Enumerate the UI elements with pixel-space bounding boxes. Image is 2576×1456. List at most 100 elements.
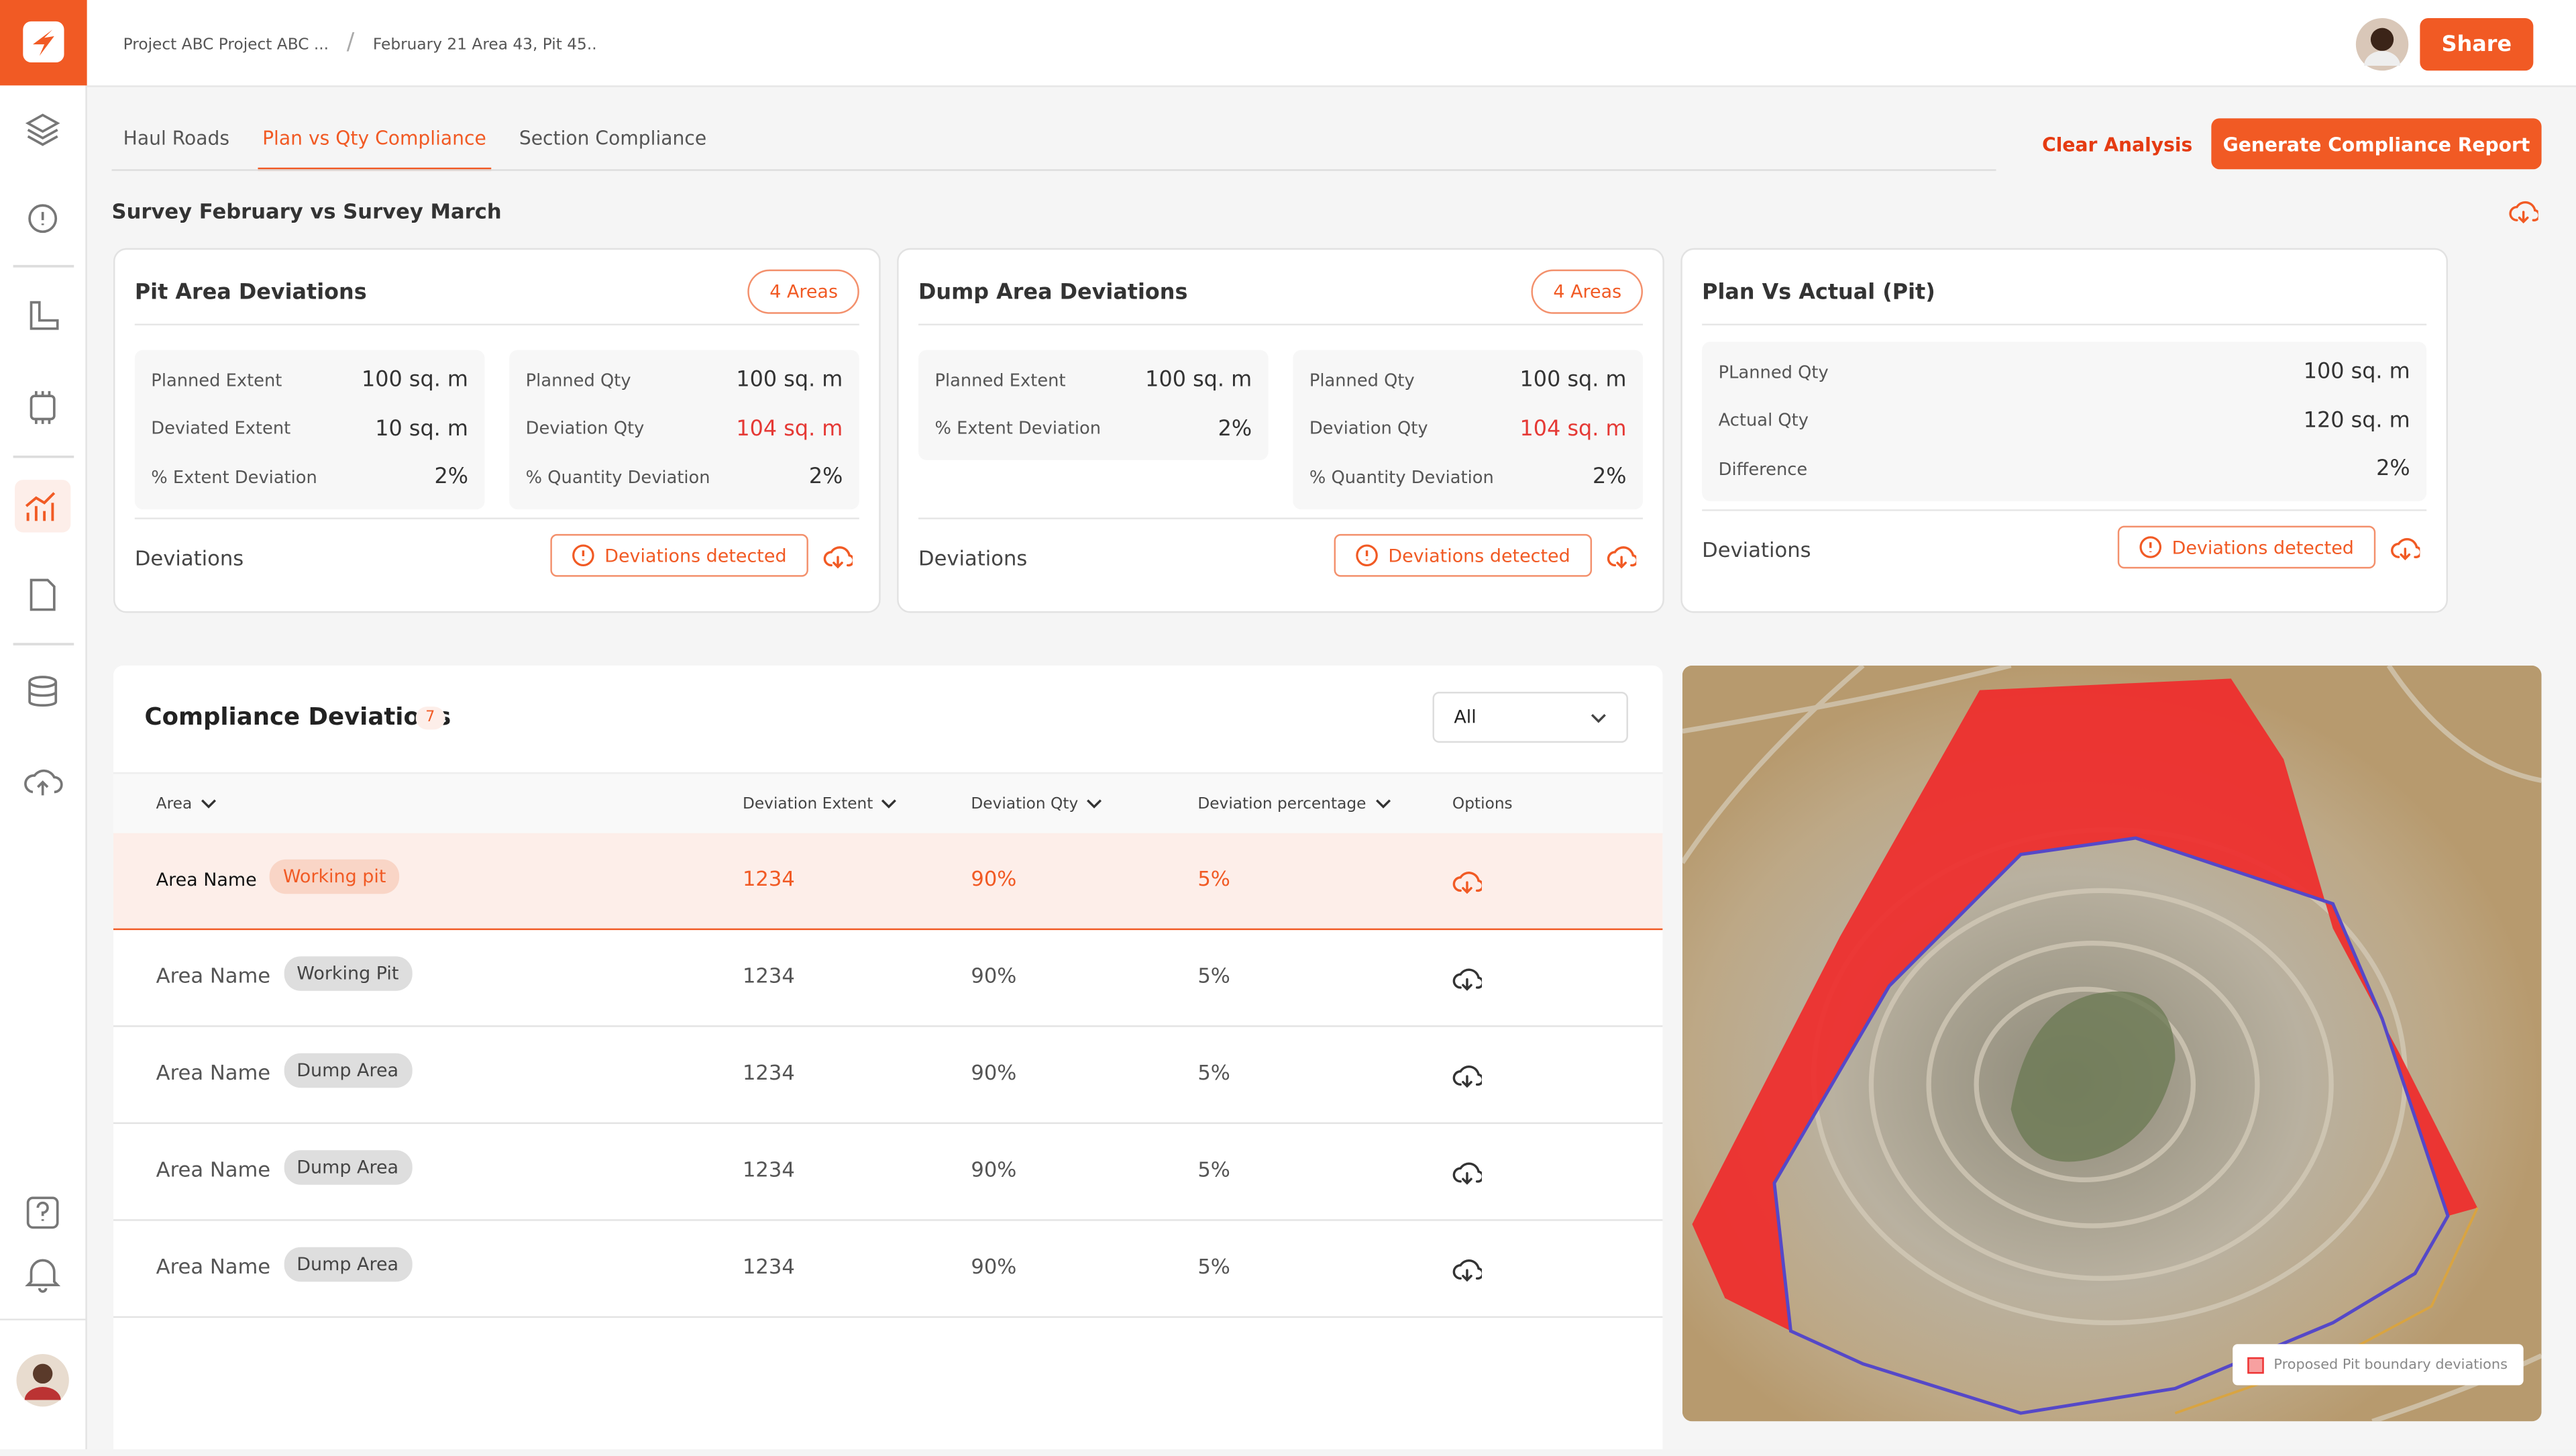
metric-row: % Extent Deviation 2% <box>151 454 468 502</box>
metric-label: Planned Qty <box>1309 370 1415 391</box>
footer-label: Deviations <box>134 545 244 570</box>
nav-active[interactable] <box>15 480 71 533</box>
area-name: Area Name <box>156 1059 271 1085</box>
metric-row: Deviation Qty 104 sq. m <box>526 405 843 454</box>
cloud-icon <box>1452 1162 1485 1185</box>
metric-row: % Quantity Deviation 2% <box>1309 454 1627 502</box>
status-text: Deviations detected <box>1388 544 1570 566</box>
cell: 5% <box>1197 1253 1230 1279</box>
warn-icon <box>572 544 594 567</box>
status-button[interactable]: Deviations detected <box>2117 525 2375 569</box>
filter-value: All <box>1454 707 1477 728</box>
area-name: Area Name <box>156 1253 271 1279</box>
column-label: Deviation Extent <box>742 795 873 814</box>
tab[interactable]: Haul Roads <box>123 126 230 150</box>
divider <box>134 517 859 519</box>
metric-label: Deviation Qty <box>1309 419 1428 439</box>
share-button[interactable]: Share <box>2420 17 2534 71</box>
status-button[interactable]: Deviations detected <box>1334 533 1592 577</box>
metric-row: Deviated Extent 10 sq. m <box>151 405 468 454</box>
summary-card: Pit Area Deviations 4 Areas Planned Extent… <box>113 248 881 613</box>
download-icon[interactable] <box>1452 1257 1485 1288</box>
cloud-icon <box>2509 201 2540 224</box>
area-badge[interactable]: 4 Areas <box>748 269 859 314</box>
area-tag: Dump Area <box>283 1053 412 1088</box>
avatar[interactable] <box>2354 16 2410 72</box>
breadcrumb[interactable]: Project ABC Project ABC ... <box>123 36 329 54</box>
tab[interactable]: Section Compliance <box>519 126 707 150</box>
metric-row: PLanned Qty 100 sq. m <box>1719 348 2410 397</box>
download-icon[interactable] <box>2509 199 2540 230</box>
tab[interactable]: Plan vs Qty Compliance <box>262 126 486 150</box>
area-badge[interactable]: 4 Areas <box>1532 269 1643 314</box>
divider <box>918 323 1643 325</box>
metric-row: Deviation Qty 104 sq. m <box>1309 405 1627 454</box>
cell: 1234 <box>742 866 795 891</box>
map[interactable]: Proposed Pit boundary deviations <box>1682 665 2542 1422</box>
footer-label: Deviations <box>918 545 1028 570</box>
metric-value: 100 sq. m <box>1519 368 1627 393</box>
download-icon[interactable] <box>1452 966 1485 998</box>
status-text: Deviations detected <box>2171 536 2354 558</box>
metric-row: Planned Extent 100 sq. m <box>151 356 468 405</box>
cell: 90% <box>971 1157 1017 1182</box>
nav-active-icon <box>25 492 56 521</box>
cell: 5% <box>1197 1157 1230 1182</box>
download-icon[interactable] <box>1452 870 1485 901</box>
table-row[interactable]: Area Name Dump Area 1234 90% 5% <box>113 1027 1663 1125</box>
metric-label: Planned Qty <box>525 370 631 391</box>
warn-icon <box>2139 536 2162 558</box>
breadcrumb[interactable]: February 21 Area 43, Pit 45.. <box>372 36 597 54</box>
nav-icons[interactable] <box>13 113 74 1293</box>
table-header <box>113 772 1663 835</box>
metric-value: 2% <box>808 465 843 490</box>
metric-row: % Quantity Deviation 2% <box>526 454 843 502</box>
cell: 90% <box>971 866 1017 891</box>
column-header[interactable]: Area <box>156 795 217 813</box>
status-button[interactable]: Deviations detected <box>550 533 808 577</box>
sort-icon <box>1087 799 1102 809</box>
clear-analysis[interactable]: Clear Analysis <box>2042 133 2193 156</box>
download-icon[interactable] <box>823 544 855 576</box>
topbar: Project ABC Project ABC ... / February 2… <box>87 0 2576 87</box>
avatar-head <box>32 1363 53 1384</box>
filter-dropdown[interactable]: All <box>1432 692 1628 743</box>
column-header[interactable]: Deviation Extent <box>743 795 898 813</box>
metric-label: Planned Extent <box>934 370 1066 391</box>
metric-group: Planned Extent 100 sq. m Deviated Extent 10… <box>134 350 485 509</box>
cell: 90% <box>971 1253 1017 1279</box>
cell: 5% <box>1197 963 1230 988</box>
column-label: Options <box>1452 795 1513 814</box>
metric-value: 100 sq. m <box>2303 360 2410 385</box>
download-icon[interactable] <box>2390 535 2422 567</box>
metric-value: 2% <box>1592 465 1627 490</box>
download-icon[interactable] <box>1452 1160 1485 1192</box>
table-row[interactable]: Area Name Dump Area 1234 90% 5% <box>113 1221 1663 1318</box>
column-header[interactable]: Deviation percentage <box>1197 795 1391 813</box>
column-header[interactable]: Deviation Qty <box>971 795 1103 813</box>
area-tag: Working Pit <box>283 956 413 991</box>
cloud-icon <box>1452 872 1485 894</box>
legend-text: Proposed Pit boundary deviations <box>2273 1356 2508 1373</box>
download-icon[interactable] <box>1607 544 1639 576</box>
download[interactable] <box>2509 199 2540 230</box>
table-row[interactable]: Area Name Working Pit 1234 90% 5% <box>113 930 1663 1027</box>
legend-swatch <box>2247 1356 2264 1373</box>
download-icon[interactable] <box>1452 1063 1485 1095</box>
cloud-icon <box>2391 537 2422 561</box>
cell: 1234 <box>742 1157 795 1182</box>
table-row[interactable]: Area Name Working pit 1234 90% 5% <box>113 833 1663 931</box>
tab-line <box>111 169 1996 171</box>
separator: / <box>346 30 355 56</box>
metric-label: % Extent Deviation <box>151 468 317 488</box>
cell: 5% <box>1197 866 1230 891</box>
card-title: Dump Area Deviations <box>918 280 1188 306</box>
cloud-icon <box>823 546 855 569</box>
summary-card: Plan Vs Actual (Pit) PLanned Qty 100 sq. m… <box>1680 248 2449 613</box>
metric-value: 100 sq. m <box>736 368 843 393</box>
metric-label: Deviation Qty <box>525 419 645 439</box>
generate-report[interactable]: Generate Compliance Report <box>2211 118 2542 170</box>
table-row[interactable]: Area Name Dump Area 1234 90% 5% <box>113 1124 1663 1221</box>
metric-value: 2% <box>434 465 468 490</box>
area-tag: Dump Area <box>283 1247 412 1282</box>
